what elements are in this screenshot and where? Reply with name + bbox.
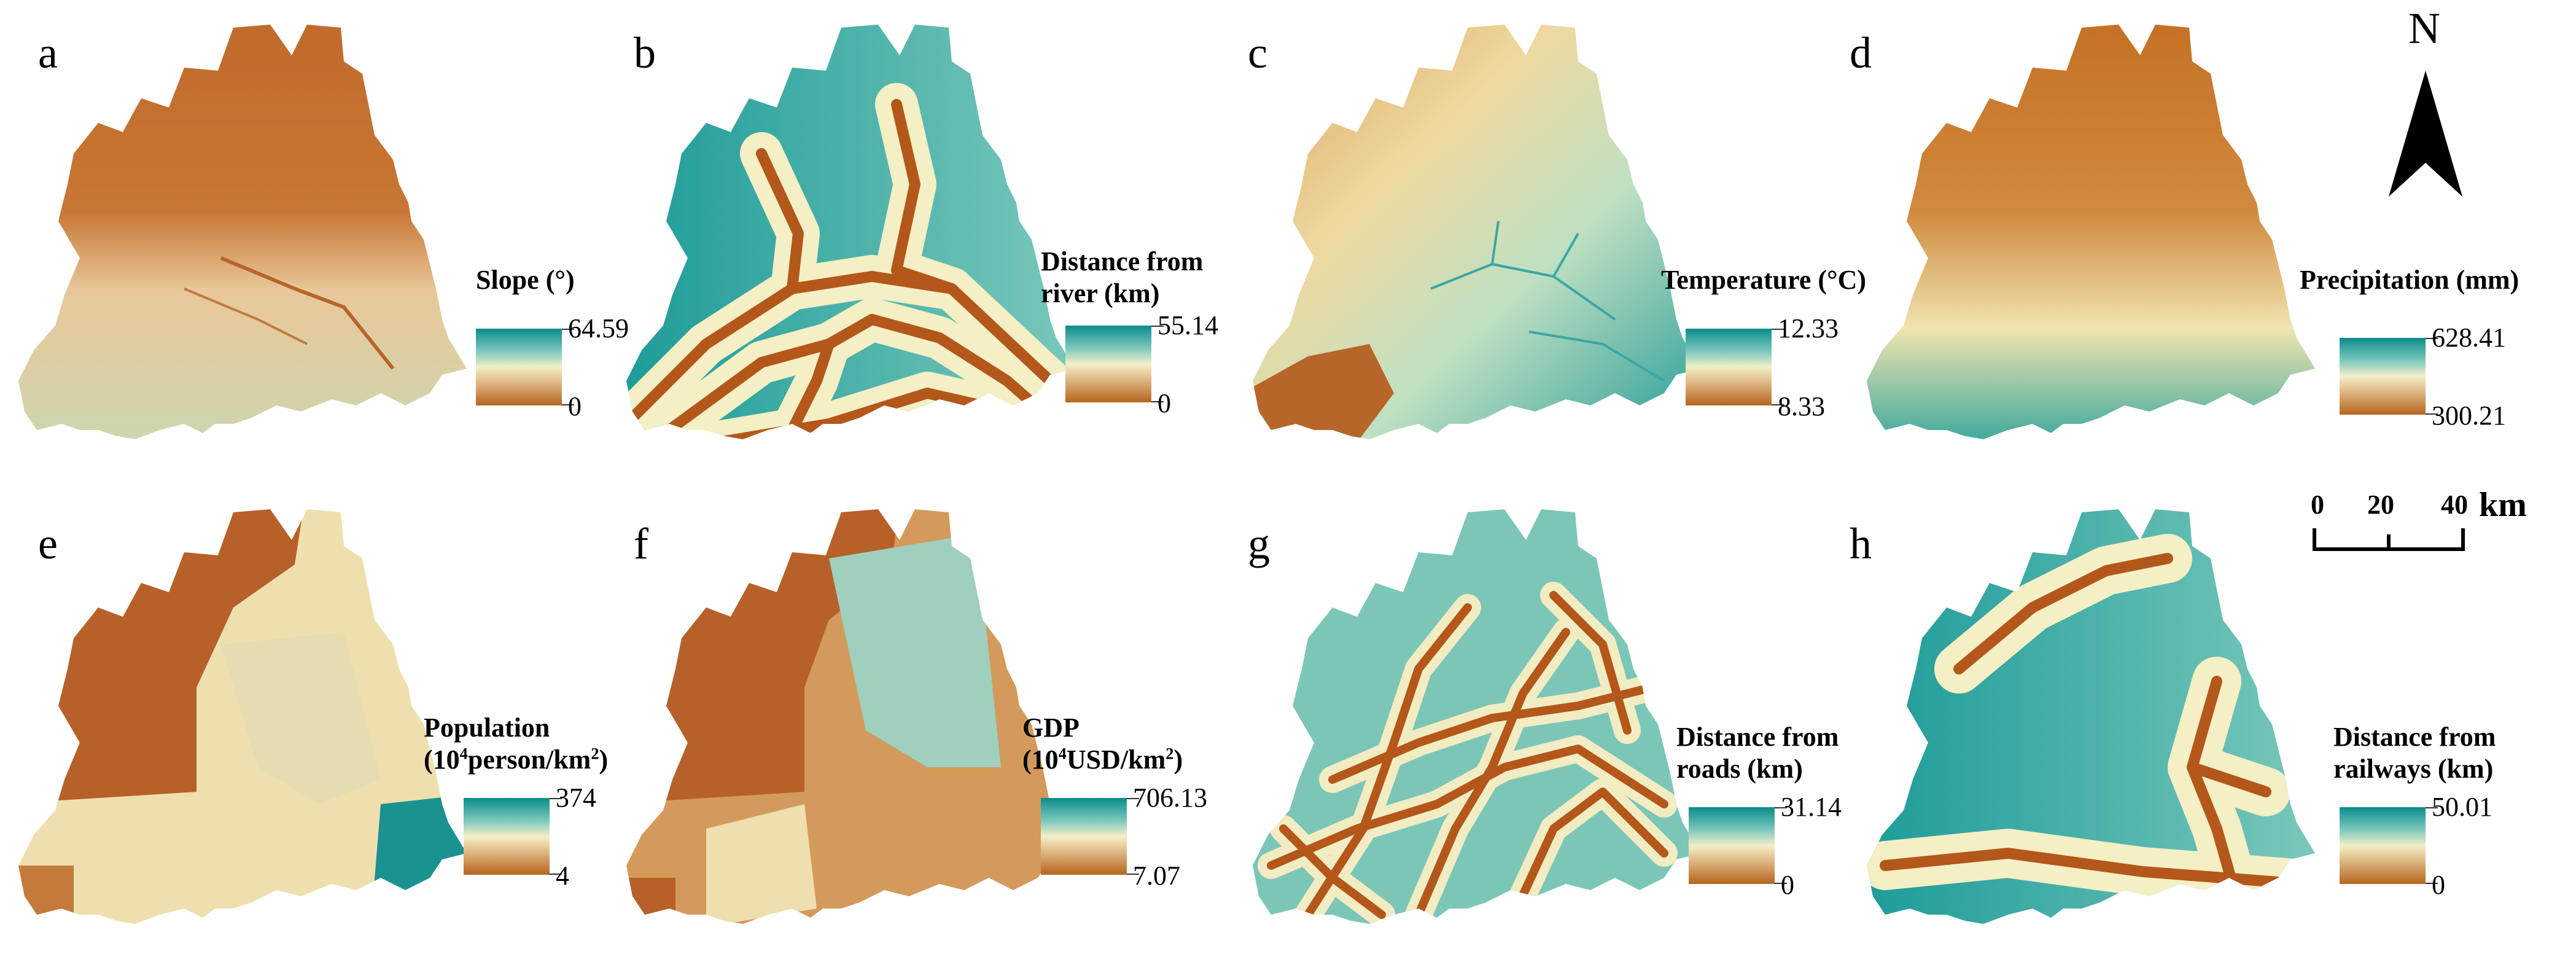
color-ramp xyxy=(1689,807,1775,884)
legend-min: 300.21 xyxy=(2432,401,2506,431)
panel-letter: f xyxy=(634,519,648,568)
north-label: N xyxy=(2408,4,2440,53)
scale-tick-40: 40 xyxy=(2441,490,2468,520)
legend-min: 4 xyxy=(556,861,569,891)
scale-tick-0: 0 xyxy=(2311,490,2324,520)
color-ramp xyxy=(1041,798,1127,875)
legend-min: 8.33 xyxy=(1778,391,1825,421)
legend-max: 12.33 xyxy=(1778,313,1839,343)
color-ramp xyxy=(476,329,562,405)
panel-letter: c xyxy=(1248,28,1267,77)
panel-letter: d xyxy=(1850,28,1872,77)
railway-distance-map xyxy=(1867,509,2315,924)
panel-letter: e xyxy=(38,519,58,568)
legend-min: 0 xyxy=(2432,870,2445,900)
color-ramp xyxy=(464,798,550,875)
legend-min: 0 xyxy=(1158,388,1171,418)
panel-letter: a xyxy=(38,28,58,77)
slope-map xyxy=(18,25,467,439)
legend-max: 50.01 xyxy=(2432,792,2492,822)
legend-min: 7.07 xyxy=(1133,861,1180,891)
road-distance-map xyxy=(1253,509,1701,924)
color-ramp xyxy=(2340,338,2426,415)
panel-e-population: e Population (104person/km2) 374 4 xyxy=(0,469,614,939)
panel-letter: h xyxy=(1850,519,1872,568)
color-ramp xyxy=(2340,807,2426,884)
legend-min: 0 xyxy=(1781,870,1794,900)
panel-letter: g xyxy=(1248,519,1270,568)
legend-title: Distance from roads (km) xyxy=(1676,722,1839,784)
panel-g-roads: g xyxy=(1222,469,1861,939)
panel-h-railways: h Distance from railways (km) xyxy=(1848,469,2576,939)
gdp-map xyxy=(626,509,1075,924)
legend-max: 374 xyxy=(556,783,596,813)
legend-min: 0 xyxy=(568,391,582,421)
north-arrow-icon xyxy=(2389,71,2462,197)
panel-d-precipitation: d Precipitation (mm) 628.41 300.21 N 0 2… xyxy=(1848,0,2576,551)
precipitation-map xyxy=(1867,25,2315,439)
legend-max: 628.41 xyxy=(2432,323,2506,353)
color-ramp xyxy=(1065,326,1151,402)
legend-title: GDP (104USD/km2) xyxy=(1022,713,1183,775)
color-ramp xyxy=(1686,329,1772,405)
legend-title: Temperature (°C) xyxy=(1661,265,1867,295)
panel-f-gdp: f GDP (104USD/km2) 706.13 7.07 xyxy=(602,469,1240,939)
legend-max: 55.14 xyxy=(1158,310,1218,340)
scale-bar: 0 20 40 km xyxy=(2306,485,2564,565)
legend-title: Population (104person/km2) xyxy=(424,713,609,775)
panel-b-river: b xyxy=(602,0,1240,469)
legend-title: Slope (°) xyxy=(476,265,575,295)
legend-max: 64.59 xyxy=(568,313,629,343)
north-arrow: N xyxy=(2376,6,2475,203)
temperature-map xyxy=(1253,25,1701,439)
legend-title: Distance from railways (km) xyxy=(2333,722,2496,784)
panel-letter: b xyxy=(634,28,656,77)
legend-title: Precipitation (mm) xyxy=(2300,265,2520,295)
scale-unit: km xyxy=(2479,486,2527,524)
panel-c-temperature: c Temperature (°C) 12.33 8.33 xyxy=(1222,0,1866,469)
population-map xyxy=(18,509,467,924)
scale-tick-20: 20 xyxy=(2367,490,2394,520)
river-distance-map xyxy=(626,25,1075,439)
legend-max: 31.14 xyxy=(1781,792,1842,822)
legend-max: 706.13 xyxy=(1133,783,1207,813)
panel-a-slope: a Slope (°) 64.59 0 xyxy=(0,0,629,469)
legend-title: Distance from river (km) xyxy=(1041,246,1204,308)
